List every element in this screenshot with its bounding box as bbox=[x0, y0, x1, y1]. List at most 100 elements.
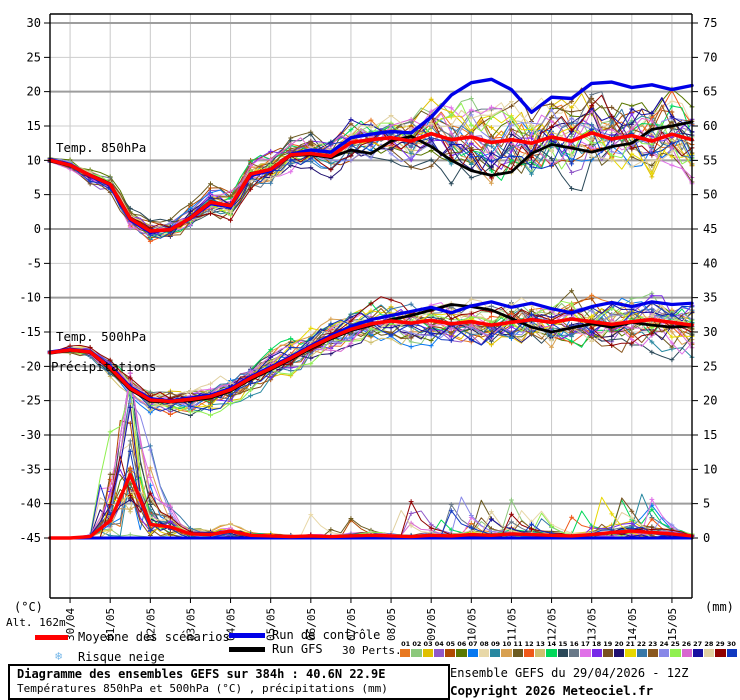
pert-swatch bbox=[523, 649, 535, 657]
svg-text:10: 10 bbox=[27, 153, 41, 167]
svg-text:Temp. 850hPa: Temp. 850hPa bbox=[56, 140, 146, 155]
pert-swatch bbox=[557, 649, 568, 657]
svg-text:75: 75 bbox=[703, 16, 717, 30]
legend-perts-label: 30 Perts. bbox=[342, 644, 402, 657]
diagram-info-box: Diagramme des ensembles GEFS sur 384h : … bbox=[8, 664, 450, 700]
pert-number: 20 bbox=[614, 640, 624, 648]
pert-swatch bbox=[670, 649, 681, 657]
svg-text:-40: -40 bbox=[19, 497, 41, 511]
axis-labels: 302520151050-5-10-15-20-25-30-35-40-4575… bbox=[19, 16, 717, 641]
pert-number: 11 bbox=[513, 640, 523, 648]
pert-swatch bbox=[580, 649, 591, 657]
pert-swatch bbox=[602, 649, 614, 657]
svg-text:14/05: 14/05 bbox=[626, 608, 639, 641]
pert-number: 19 bbox=[603, 640, 613, 648]
svg-text:10: 10 bbox=[703, 462, 717, 476]
pert-number: 08 bbox=[479, 640, 489, 648]
pert-number: 12 bbox=[524, 640, 534, 648]
pert-number: 13 bbox=[535, 640, 545, 648]
legend-control-swatch bbox=[229, 633, 265, 638]
legend-gfs-label: Run GFS bbox=[272, 642, 323, 656]
pert-number: 14 bbox=[547, 640, 557, 648]
svg-text:01/05: 01/05 bbox=[104, 608, 117, 641]
axes bbox=[44, 13, 698, 603]
svg-text:30: 30 bbox=[27, 16, 41, 30]
svg-text:5: 5 bbox=[34, 188, 41, 202]
svg-text:15/05: 15/05 bbox=[666, 608, 679, 641]
pert-number: 07 bbox=[468, 640, 478, 648]
pert-swatch bbox=[467, 649, 478, 657]
pert-swatch bbox=[478, 649, 490, 657]
svg-text:04/05: 04/05 bbox=[225, 608, 238, 641]
ensemble-chart: 302520151050-5-10-15-20-25-30-35-40-4575… bbox=[19, 13, 717, 641]
svg-text:Temp. 500hPa: Temp. 500hPa bbox=[56, 329, 146, 344]
pert-swatch bbox=[704, 649, 715, 657]
pert-number: 30 bbox=[726, 640, 736, 648]
svg-text:50: 50 bbox=[703, 188, 717, 202]
svg-text:10/05: 10/05 bbox=[465, 608, 478, 641]
pert-number: 05 bbox=[446, 640, 456, 648]
plot-labels: Temp. 850hPa Temp. 500hPa Précipitations bbox=[51, 140, 156, 374]
svg-text:30/04: 30/04 bbox=[64, 608, 77, 641]
pert-swatch bbox=[591, 649, 602, 657]
run-info-label: Ensemble GEFS du 29/04/2026 - 12Z bbox=[450, 666, 689, 680]
svg-text:-10: -10 bbox=[19, 291, 41, 305]
pert-swatch bbox=[726, 649, 737, 657]
svg-text:65: 65 bbox=[703, 85, 717, 99]
legend-gfs-swatch bbox=[229, 647, 265, 652]
svg-text:45: 45 bbox=[703, 222, 717, 236]
svg-text:09/05: 09/05 bbox=[425, 608, 438, 641]
altitude-label: Alt. 162m bbox=[6, 616, 66, 629]
pert-swatch bbox=[715, 649, 726, 657]
legend-mean-swatch bbox=[35, 635, 68, 640]
svg-text:-5: -5 bbox=[27, 256, 41, 270]
pert-swatch bbox=[445, 649, 456, 657]
copyright-label: Copyright 2026 Meteociel.fr bbox=[450, 683, 654, 698]
svg-text:-15: -15 bbox=[19, 325, 41, 339]
snow-risk-label: Risque neige bbox=[78, 650, 165, 664]
svg-text:70: 70 bbox=[703, 50, 717, 64]
perturbation-color-strip: 01 02 03 04 05 06 07 08 09 10 11 12 13 14 15 16 17 18 19 20… bbox=[400, 640, 737, 657]
svg-text:-25: -25 bbox=[19, 394, 41, 408]
svg-text:25: 25 bbox=[703, 359, 717, 373]
pert-swatch bbox=[692, 649, 704, 657]
main-series bbox=[48, 77, 694, 540]
svg-text:20: 20 bbox=[703, 394, 717, 408]
pert-swatch bbox=[411, 649, 422, 657]
pert-number: 10 bbox=[502, 640, 512, 648]
pert-number: 22 bbox=[636, 640, 647, 648]
svg-text:08/05: 08/05 bbox=[385, 608, 398, 641]
pert-number: 27 bbox=[693, 640, 703, 648]
svg-text:-30: -30 bbox=[19, 428, 41, 442]
right-axis-unit: (mm) bbox=[705, 600, 734, 614]
pert-number: 23 bbox=[648, 640, 658, 648]
pert-swatch bbox=[501, 649, 512, 657]
pert-swatch bbox=[681, 649, 692, 657]
snowflake-icon: ❄ bbox=[55, 649, 63, 663]
pert-swatch bbox=[512, 649, 523, 657]
perturbation-numbers: 01 02 03 04 05 06 07 08 09 10 11 12 13 14 15 16 17 18 19 20… bbox=[400, 640, 737, 648]
svg-text:12/05: 12/05 bbox=[546, 608, 559, 641]
pert-swatch bbox=[535, 649, 546, 657]
legend-control-label: Run de contrôle bbox=[272, 628, 381, 642]
pert-number: 17 bbox=[580, 640, 590, 648]
legend-mean-label: Moyenne des scénarios bbox=[78, 630, 230, 644]
svg-text:-45: -45 bbox=[19, 531, 41, 545]
svg-text:03/05: 03/05 bbox=[184, 608, 197, 641]
pert-swatch bbox=[433, 649, 445, 657]
pert-number: 15 bbox=[558, 640, 568, 648]
pert-swatch bbox=[490, 649, 501, 657]
pert-number: 29 bbox=[715, 640, 725, 648]
pert-swatch bbox=[400, 649, 411, 657]
svg-text:15: 15 bbox=[27, 119, 41, 133]
pert-number: 06 bbox=[457, 640, 467, 648]
svg-text:15: 15 bbox=[703, 428, 717, 442]
svg-text:35: 35 bbox=[703, 291, 717, 305]
pert-number: 25 bbox=[670, 640, 680, 648]
pert-number: 04 bbox=[434, 640, 444, 648]
pert-swatch bbox=[568, 649, 580, 657]
pert-number: 21 bbox=[625, 640, 635, 648]
pert-swatch bbox=[422, 649, 433, 657]
diagram-title: Diagramme des ensembles GEFS sur 384h : … bbox=[17, 667, 386, 681]
